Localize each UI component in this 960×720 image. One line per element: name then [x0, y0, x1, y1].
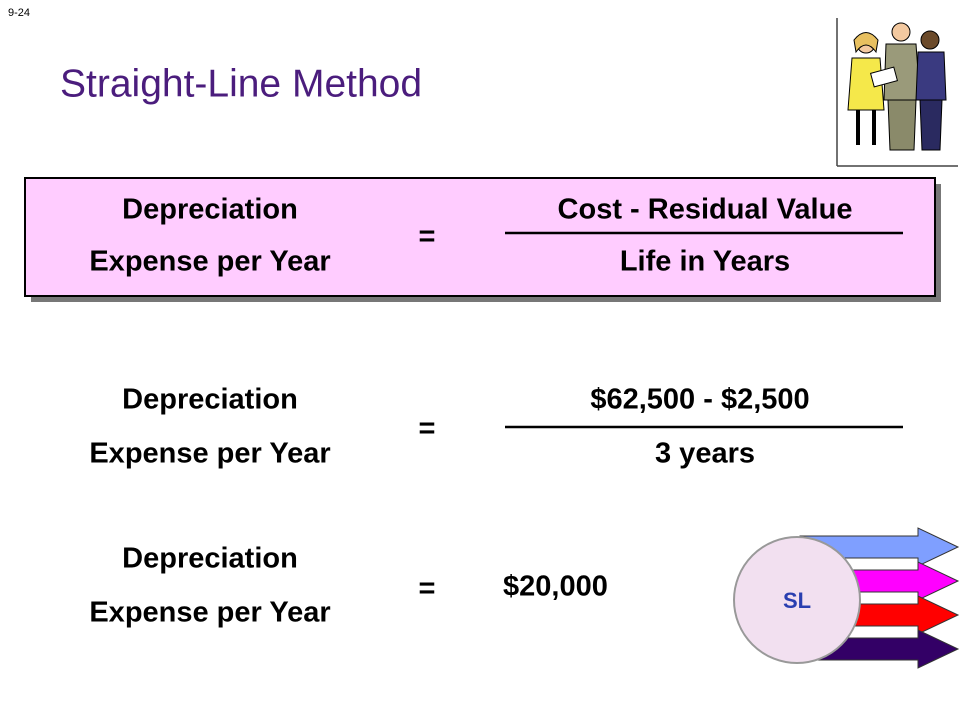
formula-left-bottom: Expense per Year — [89, 246, 330, 278]
formula-box — [24, 177, 936, 297]
formula-left-top: Depreciation — [122, 194, 298, 226]
numerator: Cost - Residual Value — [558, 194, 853, 226]
equals-sign: = — [419, 413, 436, 445]
denominator: 3 years — [655, 438, 755, 470]
logo: SL — [733, 527, 960, 669]
numerator: $62,500 - $2,500 — [590, 384, 809, 416]
formula-left-top: Depreciation — [122, 384, 298, 416]
formula-left-bottom: Expense per Year — [89, 438, 330, 470]
title: Straight-Line Method — [60, 62, 422, 105]
denominator: Life in Years — [620, 246, 790, 278]
equals-sign: = — [419, 221, 436, 253]
logo-label: SL — [783, 588, 811, 613]
clip-art — [836, 18, 958, 167]
formula-left-top: Depreciation — [122, 543, 298, 575]
slide-number: 9-24 — [8, 7, 30, 19]
equals-sign: = — [419, 573, 436, 605]
result: $20,000 — [503, 571, 608, 603]
formula-left-bottom: Expense per Year — [89, 597, 330, 629]
